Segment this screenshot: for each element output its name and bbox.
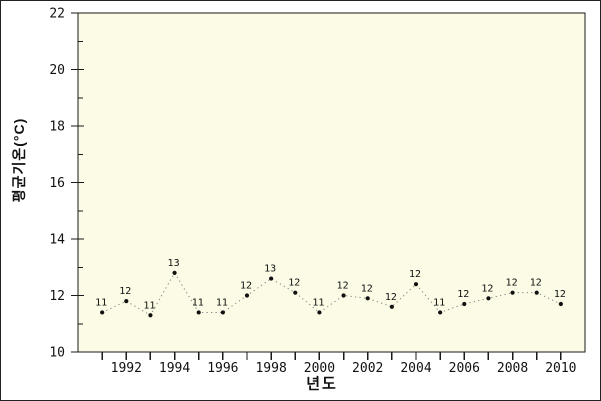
x-tick-label: 1998 [255, 361, 286, 376]
point-label: 11 [95, 297, 107, 308]
point-label: 12 [457, 289, 469, 300]
y-tick-label: 10 [49, 346, 65, 361]
x-tick-label: 2004 [400, 361, 431, 376]
point-label: 12 [530, 278, 542, 289]
series-line [101, 271, 562, 316]
point-label: 12 [240, 281, 252, 292]
y-tick-label: 18 [49, 120, 65, 135]
plot-frame [77, 12, 586, 353]
y-tick-label: 20 [49, 63, 65, 78]
data-point [100, 310, 105, 315]
data-point [124, 299, 129, 304]
data-point [196, 310, 201, 315]
point-label: 12 [409, 269, 421, 280]
data-point [534, 290, 539, 295]
data-point [462, 301, 467, 307]
point-label: 11 [216, 297, 228, 308]
point-label: 13 [264, 264, 276, 275]
data-point [341, 293, 346, 298]
x-tick-label: 1994 [159, 361, 190, 376]
data-point [558, 301, 563, 307]
data-point [317, 310, 322, 315]
point-label: 12 [554, 289, 566, 300]
point-label: 11 [192, 297, 204, 308]
data-point [172, 270, 177, 275]
point-label: 12 [119, 286, 131, 297]
y-tick-label: 12 [49, 289, 65, 304]
x-axis-title: 년도 [306, 375, 338, 393]
point-label: 11 [433, 297, 445, 308]
y-tick-label: 16 [49, 176, 65, 191]
point-label: 11 [312, 297, 324, 308]
data-point [486, 296, 491, 301]
point-label: 13 [168, 258, 180, 269]
data-point [244, 293, 250, 298]
data-point [293, 290, 298, 295]
point-label: 12 [288, 278, 300, 289]
data-point [510, 290, 515, 295]
data-point [413, 282, 419, 287]
data-point [365, 296, 370, 301]
point-label: 12 [337, 281, 349, 292]
data-point [220, 310, 225, 315]
data-point [148, 313, 153, 318]
x-tick-label: 2002 [352, 361, 383, 376]
data-point [389, 304, 394, 309]
x-tick-label: 1992 [111, 361, 142, 376]
point-label: 11 [143, 300, 155, 311]
y-tick-label: 22 [49, 7, 65, 22]
point-label: 12 [481, 283, 493, 294]
x-tick-label: 2010 [545, 361, 576, 376]
data-point [438, 310, 443, 315]
point-label: 12 [385, 292, 397, 303]
y-tick-label: 14 [49, 233, 65, 248]
point-label: 12 [506, 278, 518, 289]
point-label: 12 [361, 283, 373, 294]
x-tick-label: 2006 [449, 361, 480, 376]
data-point [269, 276, 274, 281]
x-tick-label: 1996 [207, 361, 238, 376]
x-tick-label: 2000 [304, 361, 335, 376]
x-tick-label: 2008 [497, 361, 528, 376]
y-axis-title: 평균기온(°C) [11, 117, 27, 203]
